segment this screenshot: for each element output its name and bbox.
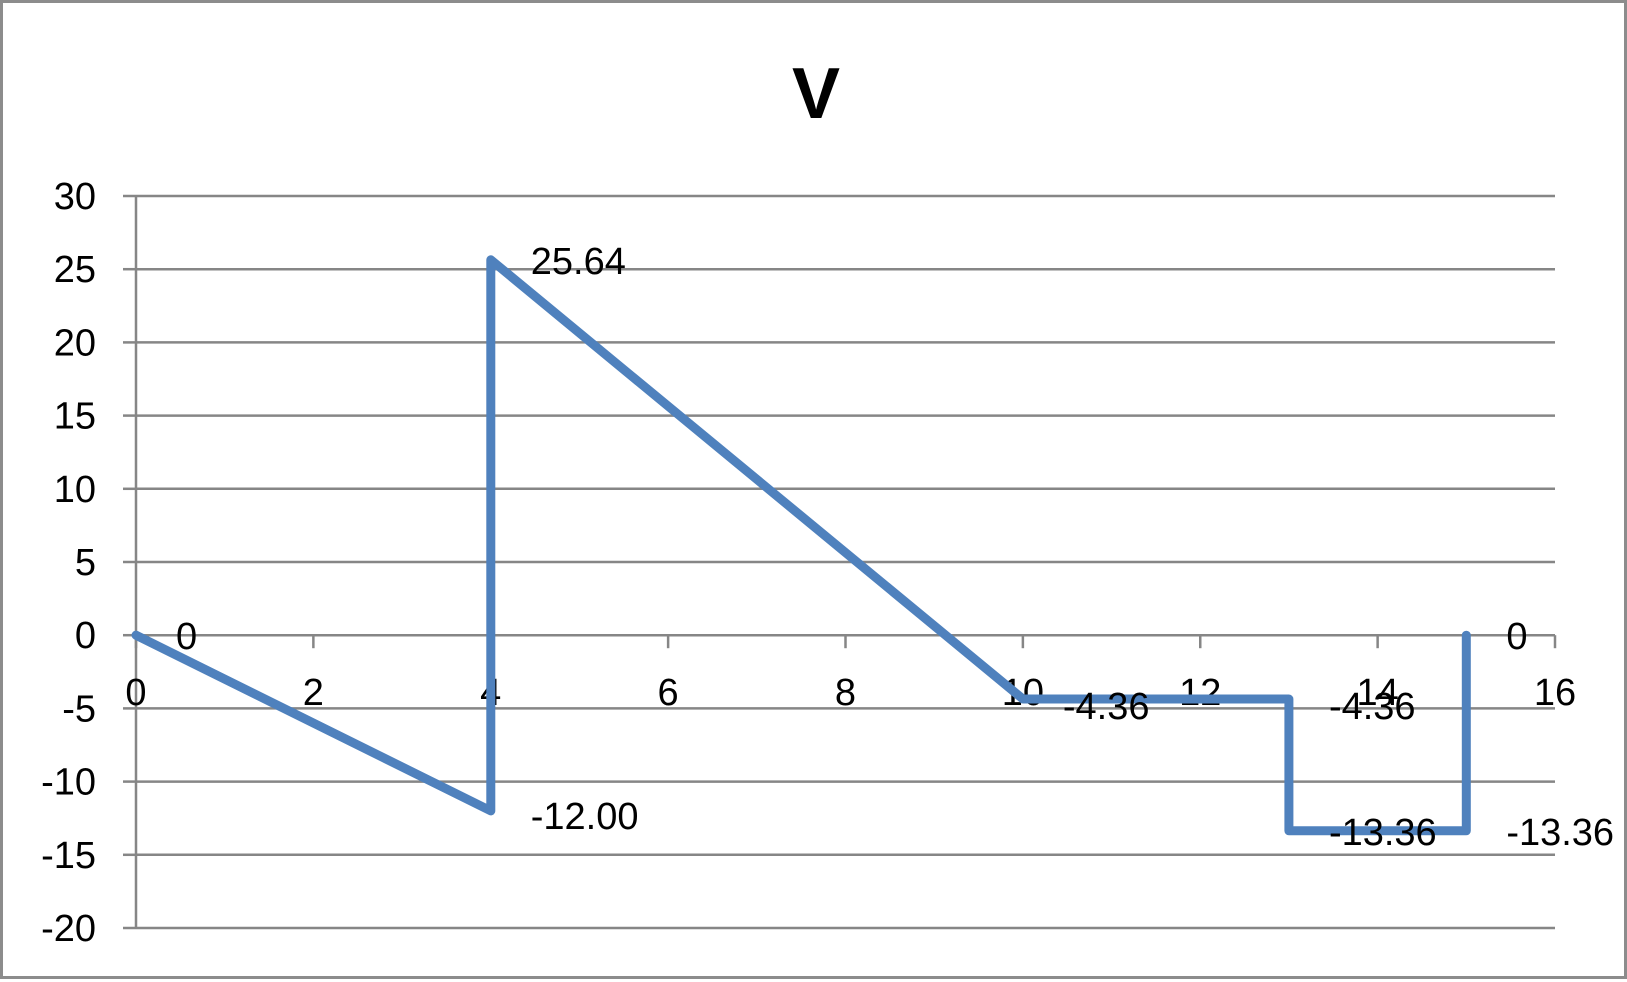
data-label: -13.36 — [1506, 812, 1614, 854]
data-label: -4.36 — [1329, 686, 1416, 728]
data-label: -4.36 — [1063, 686, 1150, 728]
y-tick-label: 15 — [54, 396, 96, 438]
x-tick-labels: 0 2 4 6 8 10 12 14 16 — [125, 672, 1576, 714]
y-tick-label: 5 — [75, 542, 96, 584]
series — [131, 255, 1471, 836]
chart-title: V — [792, 54, 840, 134]
data-label: -13.36 — [1329, 812, 1437, 854]
data-labels: 0 -12.00 25.64 -4.36 -4.36 -13.36 -13.36 0 — [176, 241, 1614, 854]
x-tick-label: 6 — [658, 672, 679, 714]
y-tick-label: 20 — [54, 322, 96, 364]
series-line — [131, 255, 1471, 836]
x-tick-label: 14 — [1356, 672, 1398, 714]
y-tick-label: 30 — [54, 176, 96, 218]
data-label: -12.00 — [531, 796, 639, 838]
y-tick-labels: 30 25 20 15 10 5 0 -5 -10 -15 -20 — [41, 176, 96, 950]
axes — [123, 194, 1557, 930]
x-tick-label: 16 — [1534, 672, 1576, 714]
y-tick-label: 0 — [75, 615, 96, 657]
data-label: 0 — [176, 616, 197, 658]
y-tick-label: 25 — [54, 249, 96, 291]
x-tick-label: 2 — [303, 672, 324, 714]
x-tick-label: 12 — [1179, 672, 1221, 714]
y-tick-label: -20 — [41, 908, 96, 950]
x-tick-label: 0 — [125, 672, 146, 714]
x-tick-label: 8 — [835, 672, 856, 714]
data-label: 0 — [1506, 616, 1527, 658]
data-label: 25.64 — [531, 241, 626, 283]
y-tick-label: -10 — [41, 762, 96, 804]
y-tick-label: -15 — [41, 835, 96, 877]
y-tick-label: 10 — [54, 469, 96, 511]
y-tick-label: -5 — [62, 688, 96, 730]
